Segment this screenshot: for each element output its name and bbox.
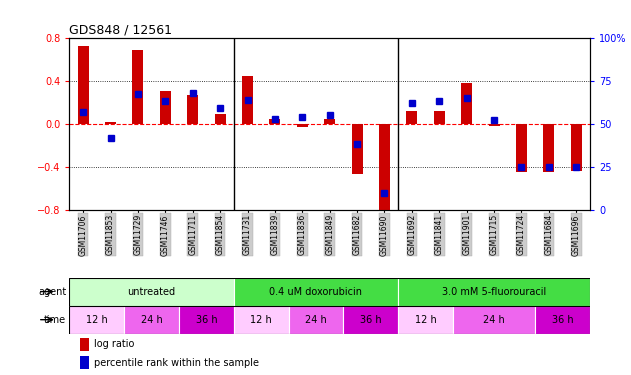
Bar bbox=[324, 120, 335, 124]
Bar bbox=[242, 76, 253, 124]
Bar bbox=[80, 338, 89, 351]
Bar bbox=[406, 111, 417, 124]
Text: 36 h: 36 h bbox=[551, 315, 574, 325]
Text: 24 h: 24 h bbox=[483, 315, 505, 325]
Text: untreated: untreated bbox=[127, 286, 175, 297]
Bar bbox=[69, 278, 234, 306]
Bar bbox=[234, 278, 398, 306]
Text: 24 h: 24 h bbox=[141, 315, 162, 325]
Bar bbox=[453, 306, 535, 334]
Bar bbox=[398, 278, 590, 306]
Bar bbox=[434, 111, 445, 124]
Bar bbox=[297, 124, 308, 127]
Bar bbox=[160, 92, 171, 124]
Text: percentile rank within the sample: percentile rank within the sample bbox=[95, 358, 259, 368]
Text: agent: agent bbox=[38, 286, 66, 297]
Text: time: time bbox=[44, 315, 66, 325]
Text: 12 h: 12 h bbox=[86, 315, 108, 325]
Bar bbox=[124, 306, 179, 334]
Bar bbox=[379, 124, 390, 212]
Bar bbox=[78, 46, 88, 124]
Text: 24 h: 24 h bbox=[305, 315, 327, 325]
Bar bbox=[234, 306, 288, 334]
Bar bbox=[133, 51, 143, 124]
Bar bbox=[535, 306, 590, 334]
Bar bbox=[179, 306, 234, 334]
Text: 36 h: 36 h bbox=[196, 315, 217, 325]
Bar bbox=[269, 120, 280, 124]
Bar bbox=[351, 124, 363, 174]
Bar bbox=[105, 122, 116, 124]
Bar bbox=[80, 356, 89, 369]
Bar bbox=[571, 124, 582, 171]
Text: 3.0 mM 5-fluorouracil: 3.0 mM 5-fluorouracil bbox=[442, 286, 546, 297]
Bar bbox=[461, 83, 472, 124]
Bar bbox=[69, 306, 124, 334]
Bar bbox=[543, 124, 555, 172]
Bar bbox=[343, 306, 398, 334]
Text: log ratio: log ratio bbox=[95, 339, 135, 349]
Bar bbox=[187, 94, 198, 124]
Bar bbox=[288, 306, 343, 334]
Bar bbox=[398, 306, 453, 334]
Bar bbox=[516, 124, 527, 172]
Text: 12 h: 12 h bbox=[415, 315, 437, 325]
Text: GDS848 / 12561: GDS848 / 12561 bbox=[69, 23, 172, 36]
Text: 36 h: 36 h bbox=[360, 315, 382, 325]
Bar bbox=[488, 124, 500, 126]
Text: 0.4 uM doxorubicin: 0.4 uM doxorubicin bbox=[269, 286, 362, 297]
Bar bbox=[215, 114, 226, 124]
Text: 12 h: 12 h bbox=[251, 315, 272, 325]
